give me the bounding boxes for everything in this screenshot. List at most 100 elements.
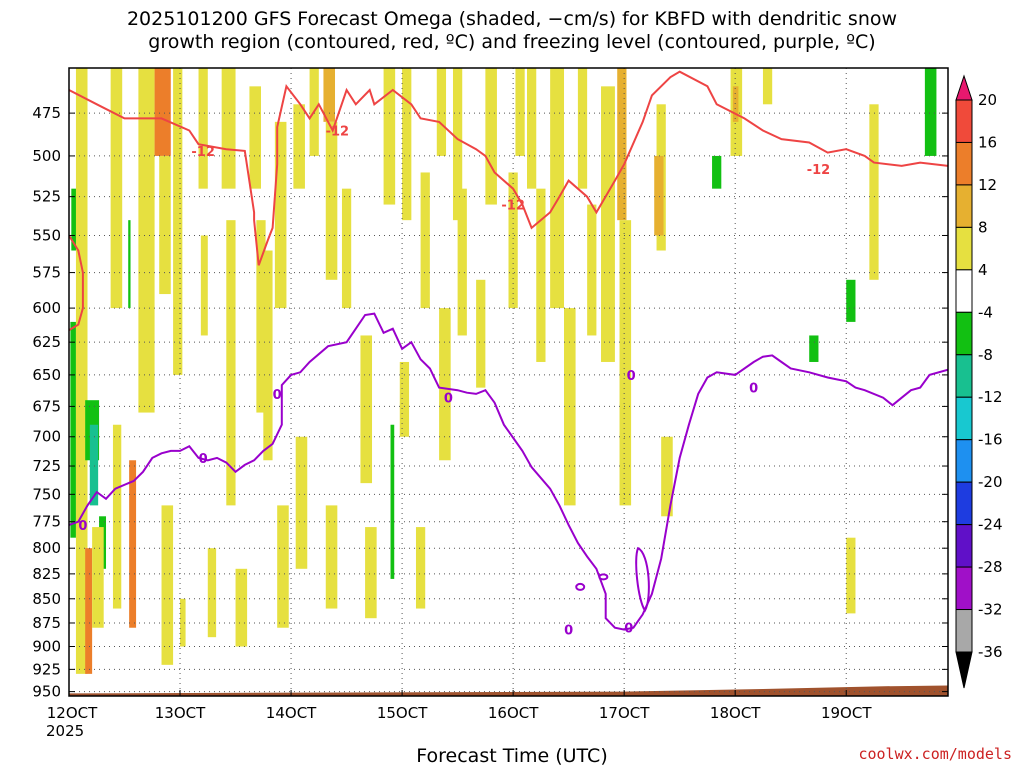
credit-text: coolwx.com/models: [858, 745, 1012, 763]
colorbar-segment-0: [955, 99, 973, 143]
ground-surface: [69, 685, 948, 696]
omega-band-10: [128, 220, 131, 309]
omega-band-35: [341, 188, 352, 309]
red-contour-label-3: -12: [807, 163, 831, 178]
x-tick-label-17OCT: 17OCT: [599, 704, 650, 722]
omega-band-32: [323, 68, 336, 122]
omega-band-11: [129, 460, 137, 628]
chart-title-line-2: growth region (contoured, red, ºC) and f…: [148, 31, 876, 53]
colorbar-bottom-arrow: [955, 651, 973, 689]
omega-band-2: [75, 68, 88, 674]
omega-band-52: [527, 68, 537, 189]
omega-band-44: [436, 68, 447, 156]
omega-band-27: [274, 121, 287, 309]
omega-band-21: [221, 68, 236, 189]
y-tick-label-625: 625: [32, 333, 61, 351]
omega-band-23: [235, 568, 248, 647]
colorbar-label--8: -8: [978, 346, 993, 364]
colorbar-label--4: -4: [978, 303, 993, 321]
purple-contour-label-1: 0: [199, 452, 208, 467]
omega-band-12: [138, 68, 155, 413]
omega-band-72: [924, 68, 937, 156]
omega-band-19: [200, 235, 208, 336]
omega-band-39: [383, 68, 396, 205]
omega-band-34: [325, 505, 338, 609]
purple-contour-zero: [69, 312, 948, 631]
y-tick-label-950: 950: [32, 683, 61, 701]
colorbar-segment-2: [955, 184, 973, 228]
x-tick-label-14OCT: 14OCT: [266, 704, 317, 722]
purple-contour-label-4: 0: [624, 622, 633, 637]
omega-band-47: [457, 188, 467, 336]
y-tick-label-850: 850: [32, 590, 61, 608]
omega-band-63: [661, 436, 673, 517]
red-contour-label-1: -12: [326, 125, 350, 140]
colorbar-segment-6: [955, 354, 973, 398]
y-tick-label-725: 725: [32, 457, 61, 475]
omega-band-67: [762, 68, 773, 105]
omega-band-43: [415, 527, 426, 609]
y-tick-label-650: 650: [32, 366, 61, 384]
colorbar-segment-3: [955, 226, 973, 271]
omega-band-17: [180, 598, 186, 647]
omega-band-28: [277, 505, 289, 628]
y-tick-label-600: 600: [32, 299, 61, 317]
omega-band-42: [420, 172, 430, 309]
x-axis-title: Forecast Time (UTC): [416, 745, 608, 767]
omega-band-15: [173, 68, 183, 375]
purple-contour-label-6: 0: [627, 369, 636, 384]
omega-band-25: [256, 220, 266, 413]
colorbar-label--20: -20: [978, 473, 1003, 491]
red-contour-minus12: [69, 70, 948, 266]
omega-band-58: [601, 86, 615, 362]
omega-band-50: [508, 172, 518, 309]
omega-band-9: [112, 424, 122, 609]
y-tick-label-900: 900: [32, 637, 61, 655]
plot-area: -12 -12 -12 -12 0 0 0 0 0 0 0 0: [69, 68, 948, 696]
omega-band-16: [161, 505, 174, 665]
chart-title-line-1: 2025101200 GFS Forecast Omega (shaded, −…: [126, 8, 898, 30]
y-tick-label-875: 875: [32, 614, 61, 632]
y-tick-label-750: 750: [32, 485, 61, 503]
red-contour-label-0: -12: [191, 145, 215, 160]
omega-band-54: [550, 68, 565, 309]
colorbar-label-8: 8: [978, 218, 988, 236]
y-tick-label-575: 575: [32, 264, 61, 282]
omega-band-1: [70, 321, 76, 538]
colorbar-label-20: 20: [978, 91, 997, 109]
purple-contour-label-5: 0: [564, 624, 573, 639]
purple-contour-label-2: 0: [273, 388, 282, 403]
colorbar-label--32: -32: [978, 601, 1003, 619]
colorbar-segment-12: [955, 609, 973, 653]
omega-band-22: [226, 220, 236, 506]
x-tick-label-19OCT: 19OCT: [821, 704, 872, 722]
x-tick-label-16OCT: 16OCT: [488, 704, 539, 722]
purple-contour-label-3: 0: [444, 392, 453, 407]
plot-frame: [68, 67, 949, 697]
colorbar-label-4: 4: [978, 261, 988, 279]
colorbar-segment-11: [955, 566, 973, 611]
omega-band-18: [198, 68, 208, 189]
y-tick-label-525: 525: [32, 188, 61, 206]
omega-band-13: [154, 68, 171, 156]
purple-island-3: [635, 546, 650, 613]
omega-band-62: [654, 155, 664, 236]
omega-band-5: [85, 548, 93, 674]
red-contour-left: [69, 234, 84, 331]
omega-band-70: [846, 537, 856, 614]
omega-band-8: [110, 68, 123, 309]
purple-contour-label-7: 0: [749, 382, 758, 397]
purple-island-1: [598, 573, 609, 581]
omega-band-71: [869, 104, 879, 280]
x-axis-year: 2025: [46, 722, 85, 740]
omega-band-14: [159, 155, 171, 295]
y-tick-label-550: 550: [32, 226, 61, 244]
y-tick-label-775: 775: [32, 513, 61, 531]
omega-band-37: [365, 527, 377, 619]
omega-band-64: [712, 155, 722, 189]
omega-band-40: [399, 361, 410, 437]
omega-band-66: [732, 86, 739, 122]
omega-band-53: [536, 188, 546, 362]
colorbar-segment-1: [955, 141, 973, 186]
